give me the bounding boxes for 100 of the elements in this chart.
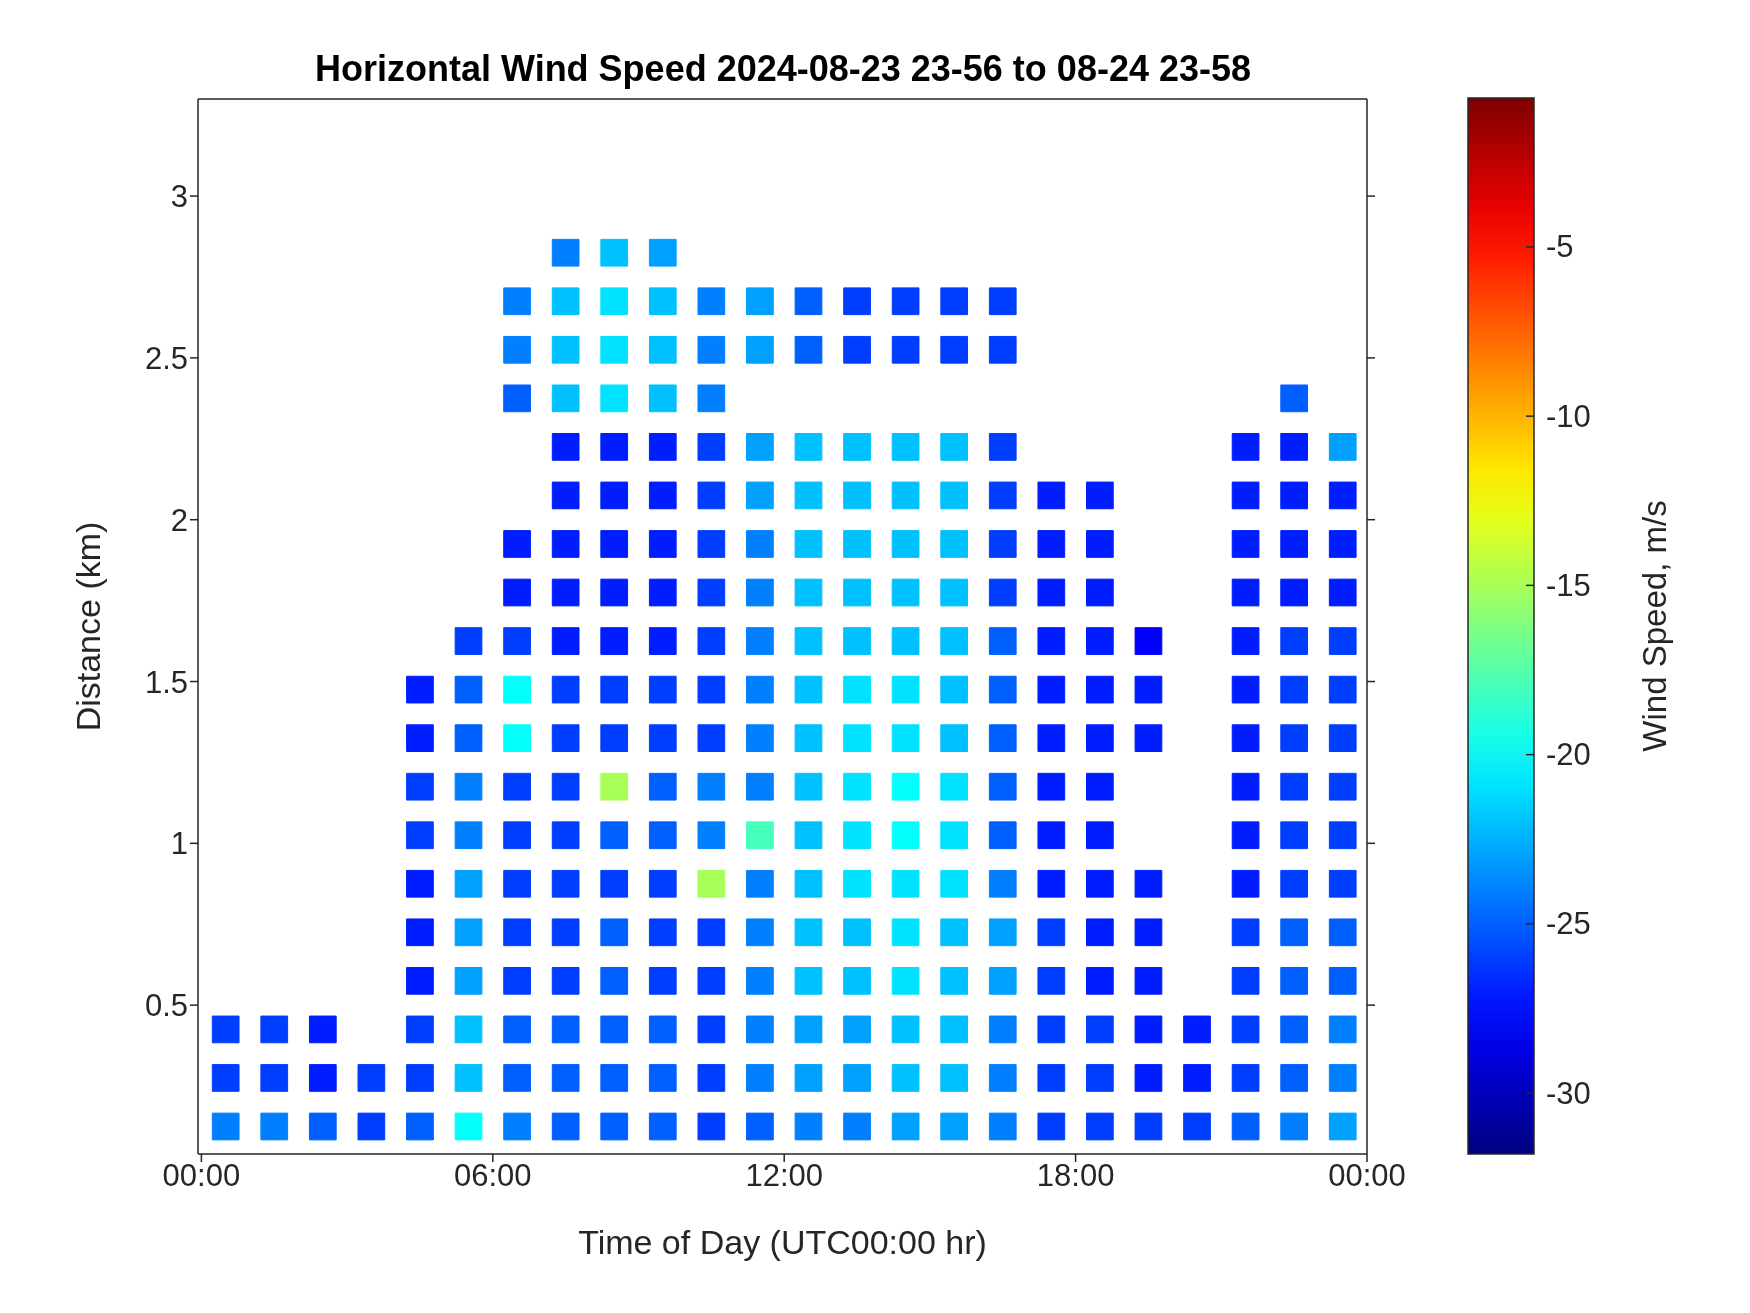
- point: [746, 918, 774, 947]
- point: [843, 530, 871, 558]
- point: [843, 433, 871, 461]
- point: [406, 869, 434, 898]
- point: [794, 967, 823, 995]
- point: [1086, 675, 1114, 704]
- point: [1231, 481, 1260, 510]
- point: [503, 627, 531, 655]
- point: [697, 869, 726, 898]
- point: [1328, 869, 1357, 898]
- point: [1086, 772, 1114, 801]
- point: [454, 918, 483, 947]
- point: [746, 724, 774, 753]
- point: [697, 530, 726, 558]
- point: [1231, 869, 1260, 898]
- point: [1134, 1015, 1163, 1044]
- point: [940, 918, 969, 947]
- point: [1086, 724, 1114, 753]
- y-tick-label: 2.5: [144, 340, 188, 376]
- x-tick-label: 12:00: [745, 1158, 823, 1194]
- point: [940, 821, 969, 850]
- point: [1086, 481, 1114, 510]
- point: [794, 724, 823, 753]
- point: [794, 821, 823, 850]
- point: [1328, 821, 1357, 850]
- point: [260, 1064, 289, 1092]
- point: [891, 481, 920, 510]
- point: [600, 1064, 629, 1092]
- point: [1037, 627, 1066, 655]
- point: [503, 967, 531, 995]
- point: [1183, 1015, 1211, 1044]
- point: [1037, 724, 1066, 753]
- point: [697, 918, 726, 947]
- point: [891, 724, 920, 753]
- point: [697, 481, 726, 510]
- x-tick-label: 06:00: [454, 1158, 532, 1194]
- point: [406, 724, 434, 753]
- point: [1231, 433, 1260, 461]
- point: [1134, 967, 1163, 995]
- point: [794, 433, 823, 461]
- x-tick-label: 00:00: [1328, 1158, 1406, 1194]
- point: [1134, 627, 1163, 655]
- point: [1086, 967, 1114, 995]
- point: [940, 481, 969, 510]
- point: [1328, 627, 1357, 655]
- point: [1280, 772, 1309, 801]
- x-tick-label: 18:00: [1036, 1158, 1115, 1194]
- point: [600, 772, 629, 801]
- point: [551, 772, 580, 801]
- color-bar-label: -25: [1546, 906, 1591, 942]
- point: [988, 578, 1017, 607]
- point: [843, 821, 871, 850]
- point: [551, 869, 580, 898]
- point: [600, 335, 629, 364]
- point: [1037, 675, 1066, 704]
- point: [940, 1064, 969, 1092]
- point: [891, 1064, 920, 1092]
- point: [843, 675, 871, 704]
- point: [1231, 578, 1260, 607]
- point: [1037, 869, 1066, 898]
- point: [940, 724, 969, 753]
- point: [794, 675, 823, 704]
- point: [891, 772, 920, 801]
- point: [940, 530, 969, 558]
- x-axis-title: Time of Day (UTC00:00 hr): [578, 1223, 987, 1261]
- y-axis-title: Distance (km): [69, 521, 108, 732]
- y-tick-label: 1.5: [144, 664, 188, 700]
- point: [697, 1015, 726, 1044]
- y-tick-label: 0.5: [144, 988, 188, 1024]
- point: [746, 675, 774, 704]
- point: [1086, 578, 1114, 607]
- point: [551, 821, 580, 850]
- point: [940, 772, 969, 801]
- point: [1086, 869, 1114, 898]
- point: [746, 578, 774, 607]
- point: [891, 1015, 920, 1044]
- y-tick-label: 2: [170, 502, 188, 538]
- point: [1231, 530, 1260, 558]
- point: [891, 821, 920, 850]
- chart-title: Horizontal Wind Speed 2024-08-23 23-56 to 08-24 23-58: [313, 48, 1252, 90]
- point: [600, 918, 629, 947]
- point: [1086, 821, 1114, 850]
- point: [357, 1112, 386, 1141]
- point: [697, 1112, 726, 1141]
- point: [1280, 675, 1309, 704]
- point: [1328, 724, 1357, 753]
- point: [1037, 772, 1066, 801]
- point: [794, 530, 823, 558]
- point: [1134, 724, 1163, 753]
- point: [746, 1015, 774, 1044]
- point: [940, 967, 969, 995]
- point: [794, 772, 823, 801]
- point: [551, 918, 580, 947]
- point: [746, 530, 774, 558]
- point: [794, 918, 823, 947]
- point: [940, 433, 969, 461]
- point: [988, 481, 1017, 510]
- point: [308, 1015, 337, 1044]
- point: [1134, 869, 1163, 898]
- point: [891, 869, 920, 898]
